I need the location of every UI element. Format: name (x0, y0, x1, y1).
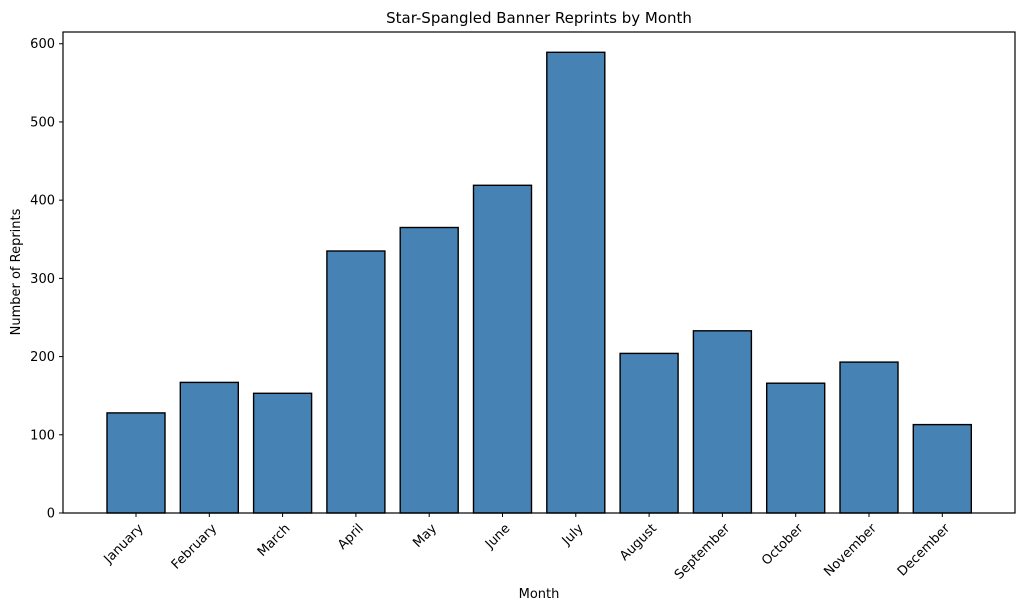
x-tick-label-november: November (821, 521, 880, 580)
bar-november (839, 361, 899, 514)
x-tick-label-february: February (169, 521, 221, 573)
x-tick-label-april: April (335, 521, 367, 553)
bar-september (692, 330, 753, 514)
y-tick-label: 0 (47, 507, 55, 522)
x-tick-label-september: September (672, 521, 734, 583)
y-tick-label: 500 (30, 115, 55, 130)
bar-december (912, 423, 972, 514)
x-tick-label-december: December (895, 521, 954, 580)
bar-march (252, 392, 313, 514)
y-tick-label: 200 (30, 350, 55, 365)
x-tick-label-may: May (410, 521, 440, 551)
chart-title: Star-Spangled Banner Reprints by Month (386, 9, 692, 27)
bar-may (399, 226, 459, 514)
x-axis-label: Month (519, 587, 560, 602)
y-tick-label: 600 (30, 37, 55, 52)
x-tick-label-august: August (617, 521, 660, 564)
x-tick-label-june: June (482, 521, 513, 552)
x-tick-label-january: January (101, 521, 147, 567)
bar-june (472, 184, 533, 514)
y-tick-label: 300 (30, 272, 55, 287)
bar-october (766, 382, 826, 514)
x-tick-label-march: March (255, 521, 294, 560)
plot-area-frame (62, 31, 1016, 514)
y-tick-label: 400 (30, 194, 55, 209)
x-tick-label-july: July (559, 521, 587, 549)
bars-group (106, 51, 972, 514)
bar-february (179, 381, 240, 514)
bar-april (326, 250, 386, 514)
x-axis-ticks: January February March April May June July Augu… (101, 513, 954, 583)
y-tick-label: 100 (30, 428, 55, 443)
bar-january (106, 412, 166, 514)
bar-july (546, 51, 606, 514)
y-axis-label: Number of Reprints (9, 208, 24, 335)
y-axis-ticks: 0 100 200 300 400 500 600 (30, 37, 63, 522)
bar-august (619, 352, 679, 514)
x-tick-label-october: October (759, 521, 807, 569)
